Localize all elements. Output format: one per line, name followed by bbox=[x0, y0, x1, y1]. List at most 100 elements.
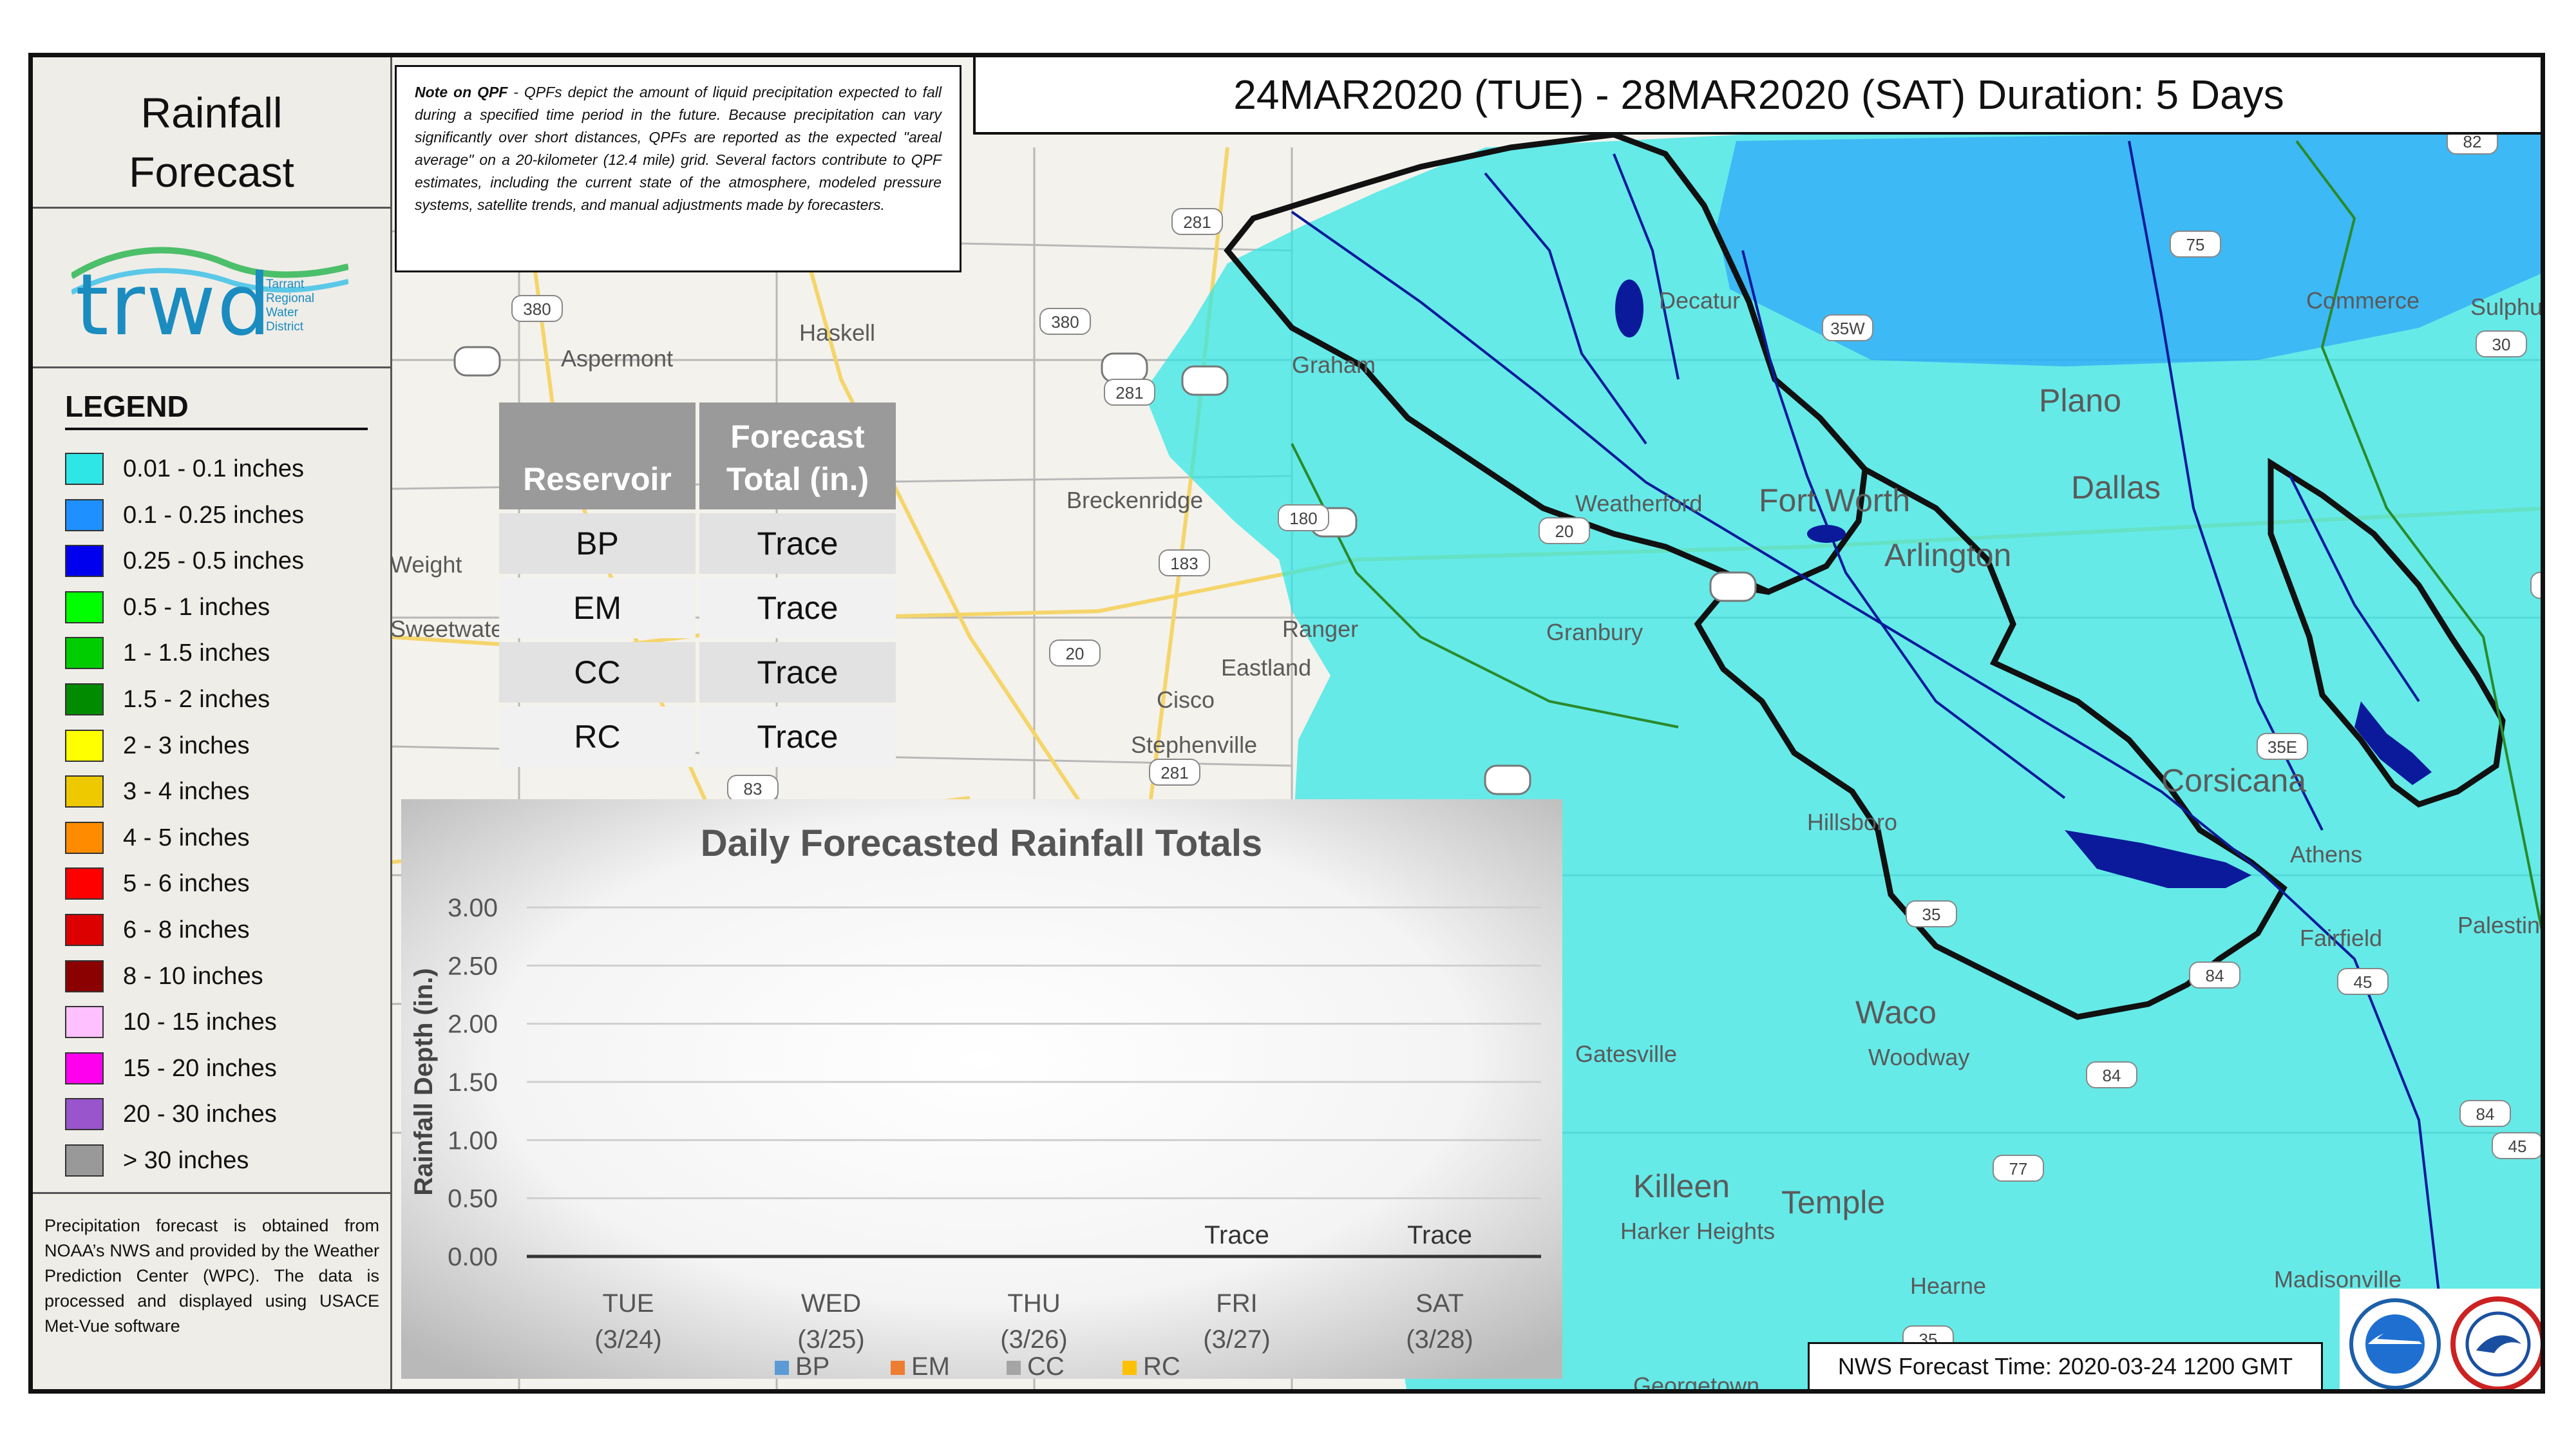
divider bbox=[33, 1192, 390, 1194]
table-row: RC Trace bbox=[499, 706, 896, 767]
road-shield-icon bbox=[2530, 572, 2541, 599]
legend-item: 1.5 - 2 inches bbox=[65, 681, 374, 718]
legend-label: 3 - 4 inches bbox=[123, 778, 250, 806]
logo-wordmark: trwd bbox=[75, 256, 272, 355]
road-shield-icon bbox=[2476, 330, 2527, 357]
road-shield-label: 35 bbox=[1922, 905, 1941, 924]
table-header-reservoir: Reservoir bbox=[499, 402, 696, 509]
map-place-label: Weight bbox=[390, 551, 462, 578]
map-place-label: Decatur bbox=[1659, 287, 1740, 314]
legend-swatch-cc bbox=[1007, 1361, 1021, 1375]
total-cell: Trace bbox=[699, 578, 896, 638]
qpf-note-lead: Note on QPF bbox=[415, 84, 508, 100]
x-tick-day: TUE bbox=[603, 1289, 654, 1318]
legend-item: 1 - 1.5 inches bbox=[65, 634, 374, 672]
noaa-logo-icon bbox=[2349, 1298, 2441, 1389]
legend-item: 10 - 15 inches bbox=[65, 1003, 374, 1041]
x-tick-date: (3/26) bbox=[1000, 1325, 1068, 1354]
legend-swatch bbox=[65, 545, 104, 578]
map-place-label: Hillsboro bbox=[1807, 809, 1897, 835]
road-shield-icon bbox=[1993, 1155, 2044, 1182]
road-shield-label: 380 bbox=[523, 299, 551, 319]
legend-swatch bbox=[65, 498, 104, 531]
chart-legend-label: BP bbox=[795, 1352, 829, 1379]
legend-item: 0.25 - 0.5 inches bbox=[65, 542, 374, 580]
legend-label: 0.01 - 0.1 inches bbox=[123, 455, 304, 482]
x-tick-date: (3/25) bbox=[797, 1325, 865, 1354]
legend-label: 20 - 30 inches bbox=[123, 1101, 277, 1128]
legend-item: 15 - 20 inches bbox=[65, 1050, 374, 1087]
road-shield-label: 83 bbox=[744, 779, 762, 799]
map-place-label: Commerce bbox=[2306, 287, 2420, 314]
table-header-total-line2: Total (in.) bbox=[726, 461, 869, 497]
road-shield-label: 30 bbox=[2492, 335, 2511, 354]
legend-label: > 30 inches bbox=[123, 1147, 249, 1174]
road-shield-label: 281 bbox=[1183, 213, 1211, 232]
map-place-label: Temple bbox=[1781, 1184, 1885, 1220]
divider bbox=[33, 207, 390, 209]
map-place-label: Waco bbox=[1855, 994, 1937, 1030]
total-cell: Trace bbox=[699, 642, 896, 703]
legend-label: 15 - 20 inches bbox=[123, 1054, 277, 1082]
road-shield-label: 35E bbox=[2268, 737, 2297, 757]
map-place-label: Ranger bbox=[1282, 616, 1358, 642]
x-tick-day: SAT bbox=[1416, 1289, 1464, 1318]
y-tick-label: 0.00 bbox=[448, 1243, 498, 1271]
road-shield-label: 77 bbox=[2009, 1159, 2028, 1179]
legend-swatch bbox=[65, 453, 104, 485]
x-tick-date: (3/27) bbox=[1203, 1325, 1271, 1354]
legend-label: 10 - 15 inches bbox=[123, 1009, 277, 1036]
agency-logos bbox=[2340, 1289, 2541, 1389]
legend-swatch bbox=[65, 683, 104, 715]
data-label: Trace bbox=[1204, 1221, 1269, 1249]
road-shield-icon bbox=[1039, 308, 1091, 335]
page-title: 24MAR2020 (TUE) - 28MAR2020 (SAT) Durati… bbox=[1233, 71, 2284, 118]
map-place-label: Graham bbox=[1292, 352, 1376, 378]
road-shield-icon bbox=[2257, 733, 2308, 760]
map-place-label: Cisco bbox=[1157, 687, 1215, 713]
legend-item: 5 - 6 inches bbox=[65, 865, 374, 902]
road-shield-icon bbox=[1049, 639, 1101, 667]
legend-swatch bbox=[65, 637, 104, 670]
map-place-label: Aspermont bbox=[561, 345, 673, 372]
map-place-label: Gatesville bbox=[1575, 1041, 1677, 1067]
legend-swatch bbox=[65, 914, 104, 946]
road-shield-icon bbox=[1822, 314, 1873, 341]
legend-item: 3 - 4 inches bbox=[65, 773, 374, 810]
map-place-label: Arlington bbox=[1884, 537, 2011, 573]
map-place-label: Woodway bbox=[1868, 1044, 1969, 1070]
chart-title: Daily Forecasted Rainfall Totals bbox=[701, 822, 1262, 864]
table-row: EM Trace bbox=[499, 578, 896, 638]
divider bbox=[33, 366, 390, 368]
chart-legend-label: CC bbox=[1027, 1352, 1065, 1379]
legend-underline bbox=[65, 428, 368, 430]
title-box: 24MAR2020 (TUE) - 28MAR2020 (SAT) Durati… bbox=[973, 57, 2541, 135]
legend-item: 0.01 - 0.1 inches bbox=[65, 450, 374, 488]
panel-title: Rainfall Forecast bbox=[33, 83, 390, 202]
daily-rainfall-chart: Daily Forecasted Rainfall Totals 0.00 0.50… bbox=[401, 799, 1562, 1379]
legend-label: 8 - 10 inches bbox=[123, 962, 263, 990]
road-shield-label: 84 bbox=[2476, 1104, 2495, 1124]
road-shield-icon bbox=[2459, 1100, 2511, 1127]
watershed-upper bbox=[1224, 131, 1868, 595]
qpf-note-text: - QPFs depict the amount of liquid preci… bbox=[415, 84, 942, 213]
map-place-label: Dallas bbox=[2071, 469, 2161, 506]
road-shield-label: 281 bbox=[1160, 763, 1188, 782]
road-shield-label: 45 bbox=[2354, 972, 2372, 992]
road-shield-label: 380 bbox=[1051, 312, 1079, 332]
legend-swatch bbox=[65, 867, 104, 900]
legend-swatch bbox=[65, 1006, 104, 1039]
total-cell: Trace bbox=[699, 513, 896, 574]
table-row: BP Trace bbox=[499, 513, 896, 574]
road-shield-icon bbox=[2189, 961, 2240, 989]
map-place-label: Eastland bbox=[1221, 654, 1311, 681]
chart-background bbox=[401, 799, 1562, 1379]
map-place-label: Hearne bbox=[1910, 1273, 1986, 1299]
panel-title-line1: Rainfall bbox=[140, 89, 283, 137]
map-place-label: Weatherford bbox=[1575, 490, 1702, 516]
legend-swatch bbox=[65, 960, 104, 992]
table-header-reservoir-label: Reservoir bbox=[523, 461, 672, 497]
legend-label: 0.25 - 0.5 inches bbox=[123, 547, 304, 575]
legend-item: 8 - 10 inches bbox=[65, 958, 374, 995]
road-shield-label: 84 bbox=[2206, 966, 2224, 985]
